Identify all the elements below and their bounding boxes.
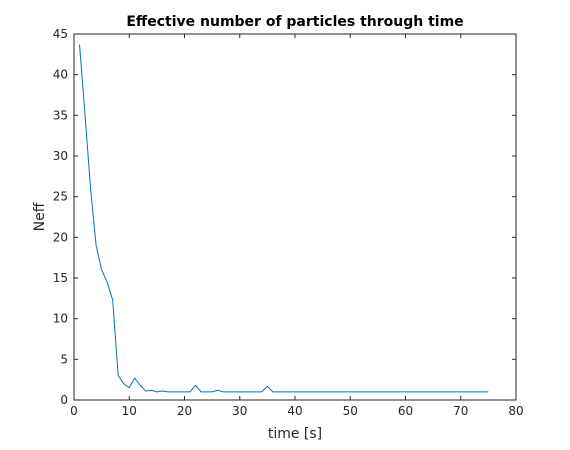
x-tick-label: 40	[287, 404, 302, 418]
chart-title: Effective number of particles through ti…	[126, 14, 463, 30]
x-tick-label: 50	[343, 404, 358, 418]
y-tick-label: 40	[53, 68, 68, 82]
y-tick-label: 10	[53, 312, 68, 326]
plot-area	[73, 33, 517, 401]
y-axis-label: Neff	[32, 202, 48, 231]
ticks: 0 10 20 30 40 50 60 70 80 0 5 10 15 20 25 30 35 40 45	[53, 27, 524, 418]
x-tick-label: 30	[232, 404, 247, 418]
x-tick-label: 60	[398, 404, 413, 418]
y-tick-label: 45	[53, 27, 68, 41]
x-axis-label: time [s]	[268, 426, 322, 442]
x-tick-label: 20	[177, 404, 192, 418]
x-tick-label: 80	[508, 404, 523, 418]
series-line-0	[79, 44, 489, 393]
series-layer	[79, 44, 489, 393]
y-tick-label: 0	[60, 393, 68, 407]
x-tick-label: 0	[70, 404, 78, 418]
x-tick-label: 10	[122, 404, 137, 418]
y-tick-label: 5	[60, 352, 68, 366]
y-tick-label: 25	[53, 190, 68, 204]
y-tick-label: 15	[53, 271, 68, 285]
y-tick-label: 35	[53, 108, 68, 122]
y-tick-label: 30	[53, 149, 68, 163]
y-tick-label: 20	[53, 230, 68, 244]
x-tick-label: 70	[453, 404, 468, 418]
